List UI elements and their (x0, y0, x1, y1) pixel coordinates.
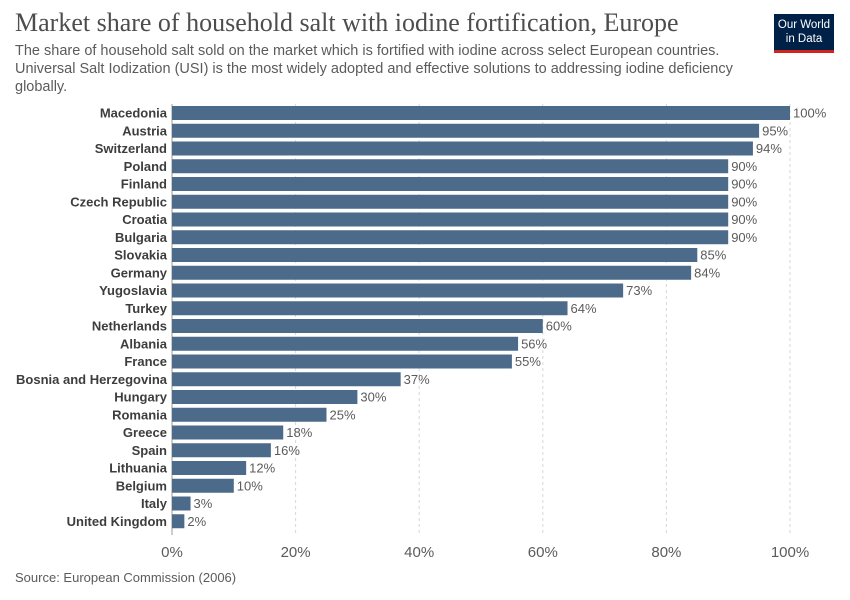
data-label: 37% (404, 372, 430, 387)
category-label: Lithuania (109, 461, 168, 476)
data-label: 90% (731, 177, 757, 192)
logo-line-2: in Data (785, 33, 823, 45)
bar (172, 407, 327, 422)
x-tick-label: 40% (404, 544, 434, 561)
bar (172, 230, 729, 245)
category-label: Macedonia (100, 106, 168, 121)
bar (172, 478, 234, 493)
data-label: 95% (762, 123, 788, 138)
data-label: 60% (546, 319, 572, 334)
data-label: 85% (700, 248, 726, 263)
category-label: Hungary (114, 390, 168, 405)
bar (172, 301, 568, 316)
data-label: 55% (515, 354, 541, 369)
bar (172, 212, 729, 227)
category-label: Greece (123, 425, 167, 440)
bar (172, 123, 760, 138)
data-label: 90% (731, 230, 757, 245)
bar (172, 177, 729, 191)
category-label: Bosnia and Herzegovina (16, 372, 168, 387)
category-label: Germany (111, 265, 168, 280)
data-label: 73% (626, 283, 652, 298)
bar (172, 141, 753, 156)
category-label: Turkey (125, 301, 167, 316)
category-label: Czech Republic (70, 194, 167, 209)
bar (172, 248, 698, 262)
category-label: Romania (112, 407, 168, 422)
x-tick-label: 60% (528, 544, 558, 561)
data-label: 64% (571, 301, 597, 316)
x-tick-label: 100% (771, 544, 809, 561)
category-label: Italy (141, 496, 168, 511)
category-label: Albania (120, 336, 168, 351)
category-label: Spain (132, 443, 167, 458)
bar (172, 283, 624, 298)
x-tick-label: 20% (281, 544, 311, 561)
bar (172, 390, 358, 404)
category-label: Finland (121, 177, 167, 192)
category-label: Yugoslavia (99, 283, 168, 298)
x-tick-label: 0% (161, 544, 183, 561)
chart-subtitle: The share of household salt sold on the … (15, 43, 733, 95)
bar (172, 496, 191, 511)
category-label: France (124, 354, 167, 369)
chart-title: Market share of household salt with iodi… (15, 8, 679, 37)
data-label: 18% (286, 425, 312, 440)
bar (172, 336, 519, 351)
category-label: Belgium (116, 478, 167, 493)
category-label: Poland (124, 159, 167, 174)
bar (172, 106, 790, 120)
category-label: Austria (122, 123, 168, 138)
category-label: United Kingdom (67, 514, 167, 529)
data-label: 16% (274, 443, 300, 458)
data-label: 10% (237, 478, 263, 493)
data-label: 3% (194, 496, 213, 511)
x-tick-label: 80% (651, 544, 681, 561)
bar (172, 514, 185, 529)
data-label: 100% (793, 106, 827, 121)
data-label: 12% (249, 461, 275, 476)
source-note: Source: European Commission (2006) (15, 570, 237, 585)
owid-logo[interactable]: Our World in Data (774, 14, 834, 53)
bar (172, 319, 543, 333)
bar (172, 461, 247, 475)
data-label: 84% (694, 265, 720, 280)
bar (172, 425, 284, 440)
bar (172, 443, 271, 458)
bar (172, 372, 401, 387)
bar (172, 265, 692, 280)
data-label: 25% (330, 407, 356, 422)
data-label: 90% (731, 212, 757, 227)
bar (172, 194, 729, 209)
category-label: Slovakia (114, 248, 168, 263)
bar (172, 159, 729, 174)
category-label: Croatia (122, 212, 168, 227)
data-label: 56% (521, 336, 547, 351)
data-label: 90% (731, 194, 757, 209)
data-label: 94% (756, 141, 782, 156)
category-label: Netherlands (92, 319, 167, 334)
data-label: 2% (187, 514, 206, 529)
category-label: Switzerland (95, 141, 167, 156)
data-label: 90% (731, 159, 757, 174)
data-label: 30% (360, 390, 386, 405)
bar (172, 354, 512, 369)
logo-line-1: Our World (777, 19, 831, 31)
category-label: Bulgaria (115, 230, 168, 245)
